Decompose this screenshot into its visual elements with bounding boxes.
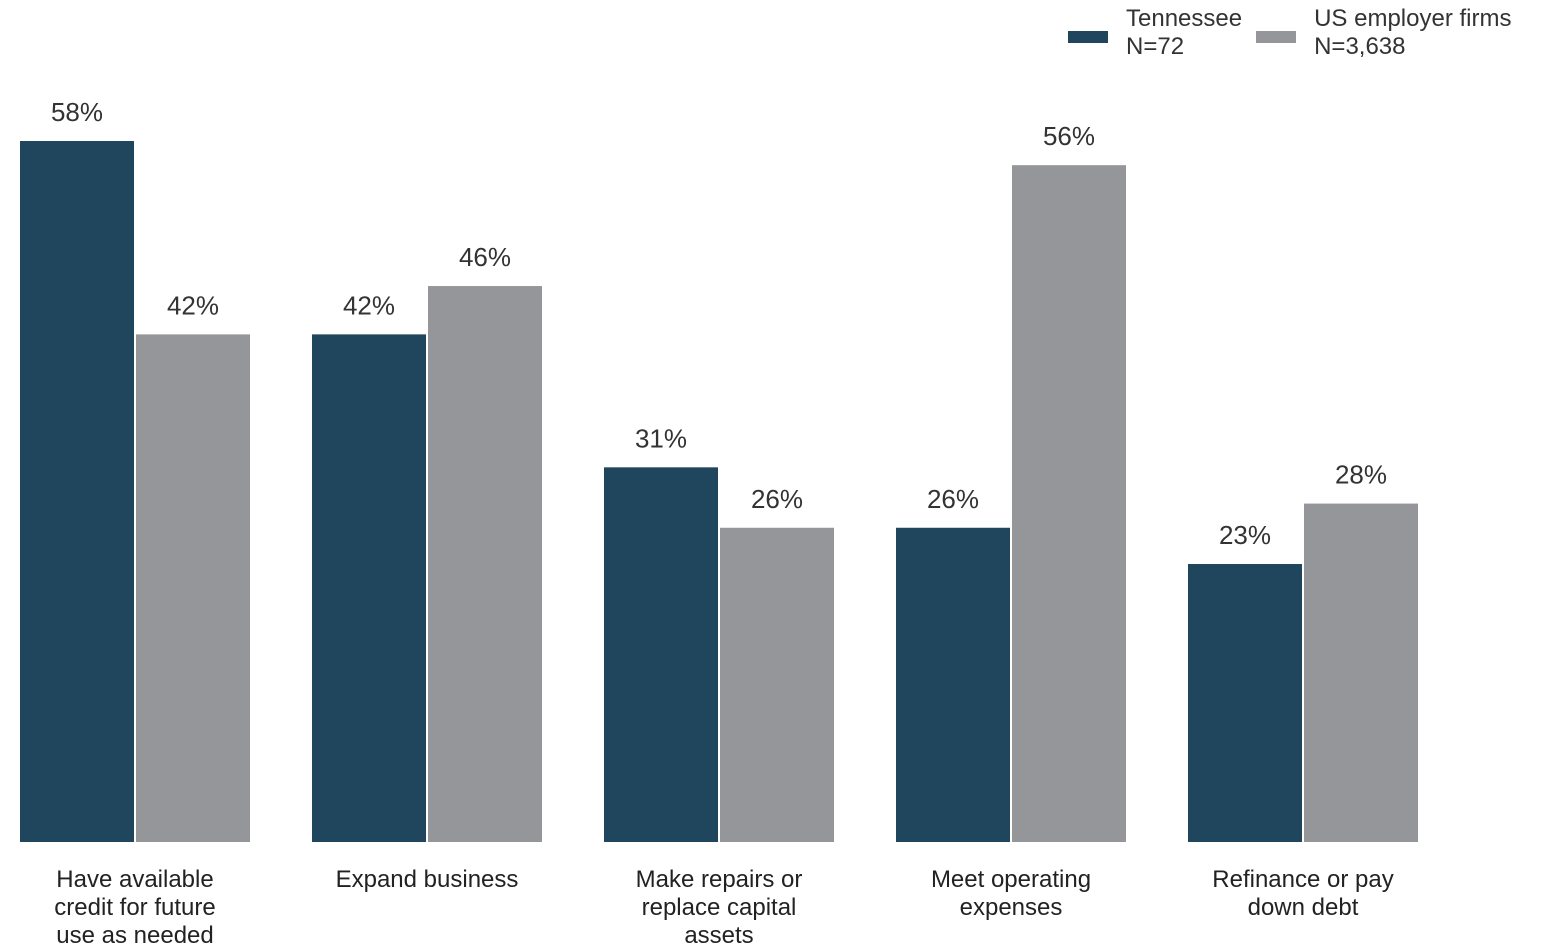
bar-tennessee-3 [896, 527, 1010, 842]
bar-tennessee-0 [20, 141, 134, 842]
bar-us-3 [1012, 165, 1126, 842]
bar-us-0 [136, 334, 250, 842]
bar-tennessee-1 [312, 334, 426, 842]
data-label-us-0: 42% [167, 290, 219, 320]
legend-item-tennessee: Tennessee N=72 [1068, 5, 1242, 61]
data-label-us-2: 26% [751, 484, 803, 514]
legend-label-tennessee: Tennessee [1126, 5, 1243, 32]
legend-text-tennessee: Tennessee N=72 [1126, 5, 1242, 61]
bar-tennessee-4 [1188, 564, 1302, 842]
legend-swatch-tennessee [1068, 31, 1108, 43]
bar-us-1 [428, 286, 542, 842]
category-label-1: Expand business [336, 866, 519, 893]
data-label-tennessee-2: 31% [635, 423, 687, 453]
legend: Tennessee N=72 US employer firms N=3,638 [1068, 5, 1511, 61]
legend-swatch-us [1256, 31, 1297, 43]
bar-us-2 [720, 527, 834, 842]
legend-item-us: US employer firms N=3,638 [1256, 5, 1511, 61]
data-label-us-3: 56% [1043, 121, 1095, 151]
category-label-0: Have available credit for future use as ne… [54, 866, 215, 947]
legend-sub-us: N=3,638 [1314, 33, 1406, 60]
data-label-tennessee-4: 23% [1219, 520, 1271, 550]
data-label-us-4: 28% [1335, 460, 1387, 490]
legend-sub-tennessee: N=72 [1126, 33, 1185, 60]
data-label-tennessee-3: 26% [927, 484, 979, 514]
bar-us-4 [1304, 503, 1418, 842]
legend-label-us: US employer firms [1314, 5, 1512, 32]
category-label-4: Refinance or pay down debt [1212, 866, 1393, 921]
data-label-tennessee-1: 42% [343, 290, 395, 320]
category-label-3: Meet operating expenses [931, 866, 1091, 921]
legend-text-us: US employer firms N=3,638 [1314, 5, 1511, 61]
bar-tennessee-2 [604, 467, 718, 842]
data-label-us-1: 46% [459, 242, 511, 272]
category-label-2: Make repairs or replace capital assets [636, 866, 803, 947]
data-label-tennessee-0: 58% [51, 97, 103, 127]
